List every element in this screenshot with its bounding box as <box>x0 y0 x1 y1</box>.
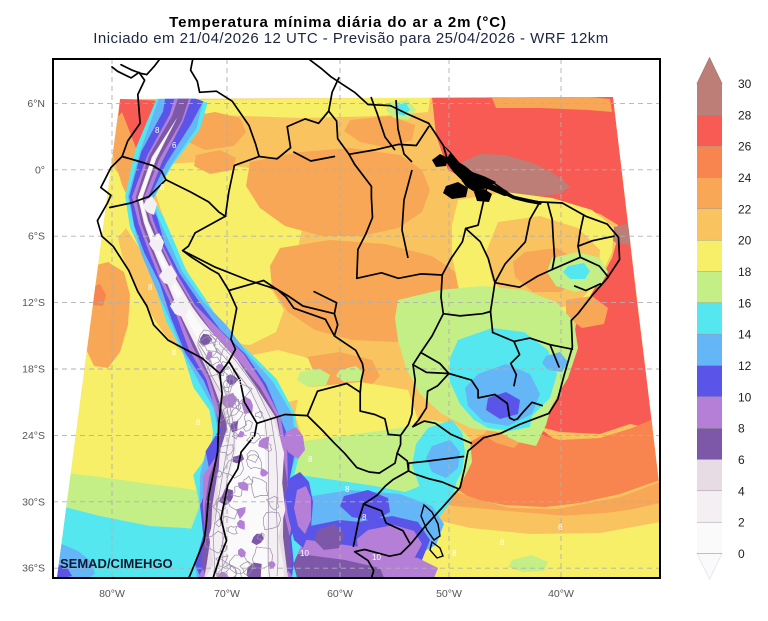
svg-text:8: 8 <box>155 126 160 135</box>
svg-text:6: 6 <box>738 453 745 467</box>
svg-text:6: 6 <box>558 523 563 532</box>
svg-text:8: 8 <box>500 538 505 547</box>
svg-text:26: 26 <box>738 140 752 154</box>
svg-text:80°W: 80°W <box>99 588 125 600</box>
svg-text:6°N: 6°N <box>27 98 45 110</box>
svg-text:Temperatura mínima diária do a: Temperatura mínima diária do ar a 2m (°C… <box>169 14 507 31</box>
svg-text:8: 8 <box>196 418 201 427</box>
svg-text:0°: 0° <box>35 164 45 176</box>
svg-text:24: 24 <box>738 171 752 185</box>
svg-text:30°S: 30°S <box>22 496 45 508</box>
svg-text:50°W: 50°W <box>436 588 462 600</box>
svg-text:16: 16 <box>738 296 752 310</box>
svg-text:10: 10 <box>738 390 752 404</box>
svg-text:0: 0 <box>738 547 745 561</box>
svg-text:14: 14 <box>738 328 752 342</box>
svg-text:8: 8 <box>452 549 457 558</box>
svg-text:10: 10 <box>300 549 309 558</box>
svg-text:36°S: 36°S <box>22 563 45 575</box>
svg-text:60°W: 60°W <box>327 588 353 600</box>
svg-text:12°S: 12°S <box>22 297 45 309</box>
svg-text:8: 8 <box>155 233 160 242</box>
svg-text:8: 8 <box>215 341 220 350</box>
svg-text:8: 8 <box>345 485 350 494</box>
svg-text:2: 2 <box>738 516 745 530</box>
svg-text:SEMAD/CIMEHGO: SEMAD/CIMEHGO <box>60 556 173 571</box>
svg-text:6°S: 6°S <box>28 231 45 243</box>
svg-text:20: 20 <box>738 234 752 248</box>
svg-text:8: 8 <box>238 378 243 387</box>
svg-text:22: 22 <box>738 202 752 216</box>
svg-text:8: 8 <box>738 422 745 436</box>
svg-text:6: 6 <box>172 141 177 150</box>
svg-text:8: 8 <box>362 513 367 522</box>
svg-text:8: 8 <box>172 348 177 357</box>
svg-text:70°W: 70°W <box>214 588 240 600</box>
svg-text:4: 4 <box>738 484 745 498</box>
svg-text:Iniciado em 21/04/2026 12 UTC: Iniciado em 21/04/2026 12 UTC - Previsão… <box>93 30 608 47</box>
svg-text:8: 8 <box>148 283 153 292</box>
svg-text:18: 18 <box>738 265 752 279</box>
svg-text:6: 6 <box>160 183 165 192</box>
svg-text:12: 12 <box>738 359 752 373</box>
svg-text:8: 8 <box>308 455 313 464</box>
svg-text:28: 28 <box>738 108 752 122</box>
svg-text:40°W: 40°W <box>548 588 574 600</box>
svg-text:24°S: 24°S <box>22 430 45 442</box>
svg-text:10: 10 <box>372 553 381 562</box>
svg-text:30: 30 <box>738 77 752 91</box>
svg-text:18°S: 18°S <box>22 364 45 376</box>
svg-text:6: 6 <box>250 433 255 442</box>
